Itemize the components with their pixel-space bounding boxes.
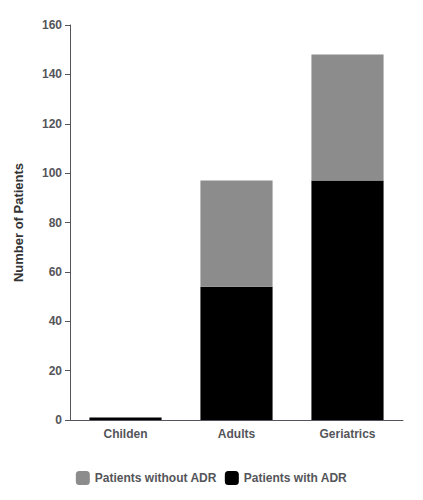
svg-text:140: 140 bbox=[42, 67, 62, 81]
svg-text:0: 0 bbox=[55, 413, 62, 427]
svg-text:Childen: Childen bbox=[104, 427, 148, 441]
svg-text:60: 60 bbox=[49, 265, 63, 279]
svg-text:Geriatrics: Geriatrics bbox=[319, 427, 375, 441]
svg-text:Patients with ADR: Patients with ADR bbox=[244, 471, 347, 485]
svg-text:100: 100 bbox=[42, 166, 62, 180]
svg-text:160: 160 bbox=[42, 18, 62, 32]
svg-text:Patients without ADR: Patients without ADR bbox=[95, 471, 217, 485]
svg-text:Adults: Adults bbox=[218, 427, 256, 441]
svg-text:120: 120 bbox=[42, 117, 62, 131]
svg-text:Number of Patients: Number of Patients bbox=[11, 163, 26, 282]
svg-text:40: 40 bbox=[49, 314, 63, 328]
svg-text:20: 20 bbox=[49, 364, 63, 378]
svg-text:80: 80 bbox=[49, 216, 63, 230]
